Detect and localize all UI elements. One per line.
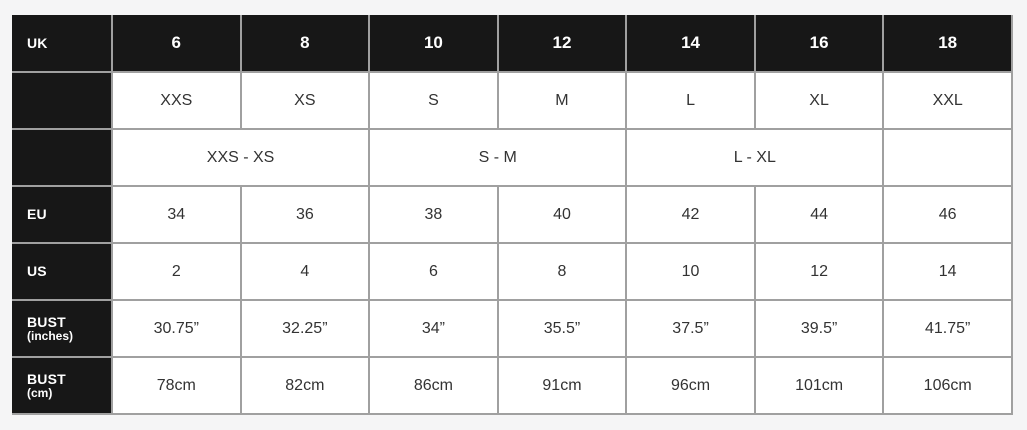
table-cell: 41.75”: [883, 300, 1013, 358]
table-cell: 86cm: [369, 357, 499, 415]
table-cell: XL: [754, 72, 885, 130]
table-cell: 12: [754, 243, 885, 301]
table-row: UK 6 8 10 12 14 16 18: [12, 15, 1013, 73]
table-cell: 14: [883, 243, 1013, 301]
table-cell: XS: [240, 72, 371, 130]
table-cell: 91cm: [497, 357, 628, 415]
table-cell: 44: [754, 186, 885, 244]
table-cell: 10: [626, 243, 756, 301]
table-cell: S - M: [369, 129, 628, 187]
table-cell: 18: [883, 15, 1013, 73]
table-cell: 14: [626, 15, 756, 73]
size-chart-table: UK 6 8 10 12 14 16 18 XXS XS S M L XL XXL XXS - XS S - M…: [12, 15, 1013, 415]
table-cell: 96cm: [626, 357, 756, 415]
table-cell: 6: [369, 243, 499, 301]
table-cell: XXL: [883, 72, 1013, 130]
table-cell: 10: [369, 15, 499, 73]
table-cell: XXS - XS: [112, 129, 371, 187]
table-cell: 101cm: [754, 357, 885, 415]
table-cell: L: [626, 72, 756, 130]
table-row: BUST (cm) 78cm 82cm 86cm 91cm 96cm 101cm 106cm: [12, 357, 1013, 415]
table-row: US 2 4 6 8 10 12 14: [12, 243, 1013, 301]
table-cell: [883, 129, 1013, 187]
table-cell: 8: [240, 15, 371, 73]
table-cell: 42: [626, 186, 756, 244]
table-cell: 8: [497, 243, 628, 301]
row-header-cell: [12, 72, 113, 130]
table-cell: 35.5”: [497, 300, 628, 358]
row-header-label: BUST: [27, 370, 66, 387]
row-header-cell: [12, 129, 113, 187]
table-cell: 78cm: [112, 357, 242, 415]
size-chart-body: UK 6 8 10 12 14 16 18 XXS XS S M L XL XXL XXS - XS S - M…: [12, 15, 1013, 415]
row-header-sublabel: (inches): [27, 328, 74, 343]
row-header-label: UK: [27, 34, 48, 51]
table-cell: 46: [883, 186, 1013, 244]
table-cell: M: [497, 72, 628, 130]
table-cell: 34”: [369, 300, 499, 358]
table-cell: 2: [112, 243, 242, 301]
table-cell: 34: [112, 186, 242, 244]
row-header-sublabel: (cm): [27, 385, 53, 400]
row-header-label: EU: [27, 206, 47, 223]
table-cell: 40: [497, 186, 628, 244]
table-cell: 36: [240, 186, 371, 244]
table-cell: 32.25”: [240, 300, 371, 358]
table-cell: 106cm: [883, 357, 1013, 415]
table-row: EU 34 36 38 40 42 44 46: [12, 186, 1013, 244]
table-cell: 12: [497, 15, 628, 73]
table-cell: 82cm: [240, 357, 371, 415]
table-row: BUST (inches) 30.75” 32.25” 34” 35.5” 37.5” 39.…: [12, 300, 1013, 358]
row-header-cell: EU: [12, 186, 113, 244]
row-header-label: US: [27, 263, 47, 280]
table-cell: 30.75”: [112, 300, 242, 358]
table-cell: 38: [369, 186, 499, 244]
row-header-cell: UK: [12, 15, 113, 73]
table-row: XXS XS S M L XL XXL: [12, 72, 1013, 130]
table-cell: 4: [240, 243, 371, 301]
table-cell: 6: [112, 15, 242, 73]
table-cell: 37.5”: [626, 300, 756, 358]
table-cell: 39.5”: [754, 300, 885, 358]
table-cell: L - XL: [626, 129, 885, 187]
row-header-cell: US: [12, 243, 113, 301]
row-header-label: BUST: [27, 313, 66, 330]
table-cell: 16: [754, 15, 885, 73]
row-header-cell: BUST (cm): [12, 357, 113, 415]
size-chart: UK 6 8 10 12 14 16 18 XXS XS S M L XL XXL XXS - XS S - M…: [12, 15, 1013, 415]
table-cell: S: [369, 72, 499, 130]
row-header-cell: BUST (inches): [12, 300, 113, 358]
table-cell: XXS: [112, 72, 242, 130]
